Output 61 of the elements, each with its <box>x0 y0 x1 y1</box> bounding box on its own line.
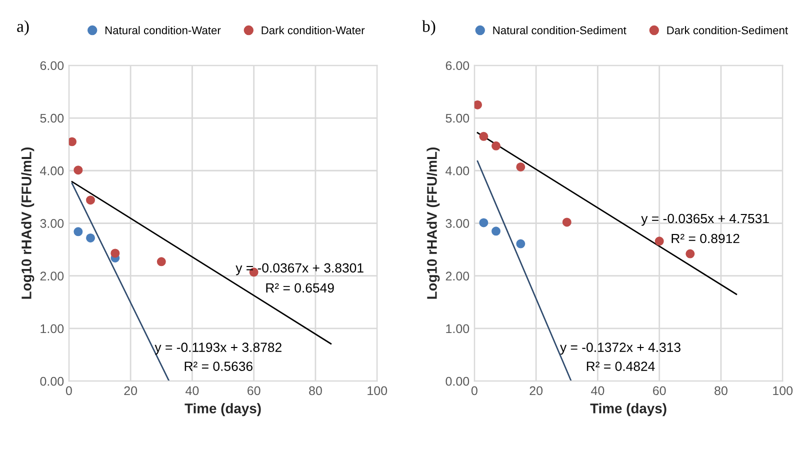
x-tick-label: 40 <box>186 386 199 396</box>
x-tick-label: 60 <box>653 386 666 396</box>
annotation: R² = 0.8912 <box>672 234 740 244</box>
chart-title: b) <box>422 20 436 36</box>
chart-title: a) <box>17 20 29 36</box>
x-axis-title: Time (days) <box>184 403 261 416</box>
y-tick-label: 2.00 <box>446 272 470 281</box>
point <box>492 141 501 150</box>
y-tick-label: 3.00 <box>446 219 470 228</box>
x-tick-label: 100 <box>773 386 793 396</box>
point <box>686 249 695 258</box>
point <box>156 257 166 266</box>
y-tick-label: 6.00 <box>40 61 64 70</box>
y-tick-label: 0.00 <box>446 376 470 386</box>
annotation: y = -0.0367x + 3.8301 <box>236 263 364 276</box>
y-tick-label: 5.00 <box>40 114 64 123</box>
y-tick-label: 2.00 <box>40 272 64 281</box>
point <box>110 248 120 258</box>
legend-label: Dark condition-Sediment <box>667 26 788 34</box>
point <box>562 218 572 227</box>
legend-label: Dark condition-Water <box>262 26 365 34</box>
point <box>68 137 77 146</box>
x-tick-label: 40 <box>591 386 604 396</box>
y-tick-label: 5.00 <box>446 114 470 123</box>
point <box>474 100 482 110</box>
y-axis-title: Log10 rHAdV (FFU/mL) <box>426 148 440 299</box>
annotation: y = -0.1193x + 3.8782 <box>154 342 282 355</box>
x-tick-label: 20 <box>530 386 543 396</box>
point <box>479 132 488 141</box>
y-tick-label: 4.00 <box>446 166 470 176</box>
point <box>479 218 488 228</box>
annotation: R² = 0.5636 <box>184 362 252 371</box>
y-axis-title: Log10 rHAdV (FFU/mL) <box>21 148 34 299</box>
x-tick-label: 80 <box>309 386 322 396</box>
x-tick-label: 60 <box>248 386 260 396</box>
point <box>516 239 526 248</box>
annotation: y = -0.1372x + 4.313 <box>560 342 680 355</box>
x-tick-label: 80 <box>714 386 728 396</box>
annotation: R² = 0.4824 <box>586 362 655 371</box>
x-tick-label: 20 <box>124 386 138 396</box>
y-tick-label: 1.00 <box>40 324 64 334</box>
y-tick-label: 6.00 <box>446 61 470 70</box>
annotation: y = -0.0365x + 4.7531 <box>641 214 769 226</box>
legend-label: Natural condition-Water <box>105 26 221 34</box>
point <box>654 236 664 246</box>
y-tick-label: 3.00 <box>40 219 64 228</box>
x-axis-title: Time (days) <box>590 403 666 416</box>
point <box>86 233 96 242</box>
x-tick-label: 0 <box>471 386 478 396</box>
point <box>492 226 501 236</box>
y-tick-label: 1.00 <box>446 324 470 334</box>
point <box>74 227 83 236</box>
annotation: R² = 0.6549 <box>266 283 334 293</box>
y-tick-label: 0.00 <box>40 376 64 386</box>
point <box>74 166 83 175</box>
x-tick-label: 100 <box>368 386 388 396</box>
x-tick-label: 0 <box>66 386 72 396</box>
legend-label: Natural condition-Sediment <box>493 26 626 34</box>
point <box>86 196 96 205</box>
y-tick-label: 4.00 <box>40 166 64 176</box>
point <box>516 162 526 172</box>
